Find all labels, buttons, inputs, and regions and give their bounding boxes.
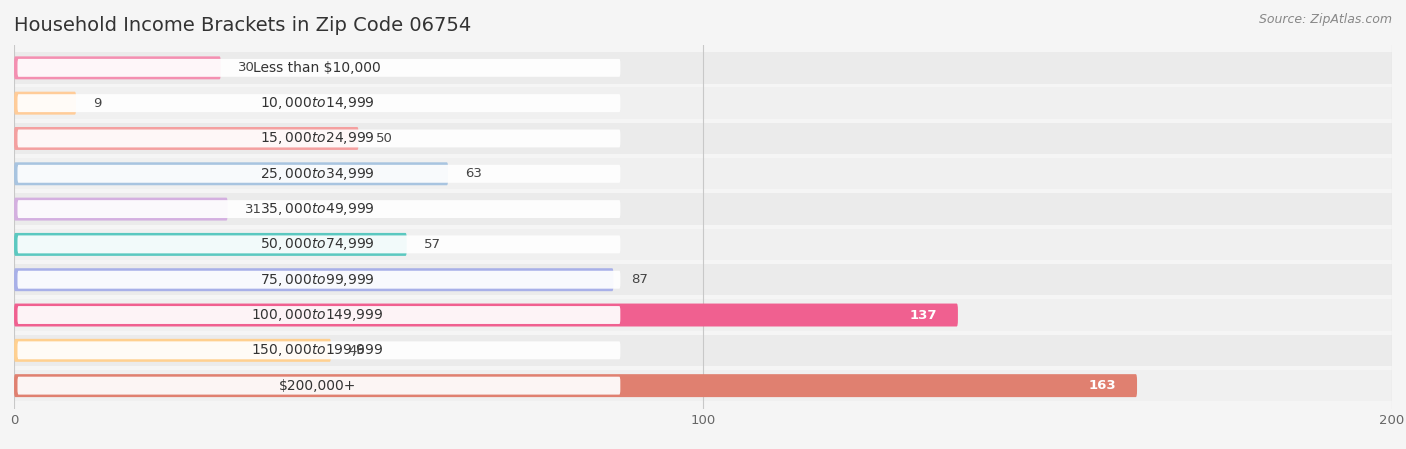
FancyBboxPatch shape bbox=[14, 123, 1392, 154]
Text: 30: 30 bbox=[238, 62, 254, 75]
FancyBboxPatch shape bbox=[14, 264, 1392, 295]
Text: Household Income Brackets in Zip Code 06754: Household Income Brackets in Zip Code 06… bbox=[14, 16, 471, 35]
Text: $75,000 to $99,999: $75,000 to $99,999 bbox=[260, 272, 374, 288]
FancyBboxPatch shape bbox=[17, 377, 620, 395]
FancyBboxPatch shape bbox=[17, 165, 620, 183]
Text: 31: 31 bbox=[245, 202, 262, 216]
FancyBboxPatch shape bbox=[14, 57, 221, 79]
Text: $15,000 to $24,999: $15,000 to $24,999 bbox=[260, 131, 374, 146]
FancyBboxPatch shape bbox=[17, 129, 620, 147]
FancyBboxPatch shape bbox=[14, 268, 613, 291]
FancyBboxPatch shape bbox=[14, 127, 359, 150]
FancyBboxPatch shape bbox=[14, 162, 449, 185]
FancyBboxPatch shape bbox=[14, 88, 1392, 119]
FancyBboxPatch shape bbox=[17, 341, 620, 359]
Text: 137: 137 bbox=[910, 308, 938, 321]
Text: 9: 9 bbox=[93, 97, 101, 110]
FancyBboxPatch shape bbox=[14, 229, 1392, 260]
Text: 50: 50 bbox=[375, 132, 392, 145]
Text: $200,000+: $200,000+ bbox=[278, 379, 356, 392]
FancyBboxPatch shape bbox=[17, 306, 620, 324]
FancyBboxPatch shape bbox=[17, 235, 620, 253]
FancyBboxPatch shape bbox=[17, 59, 620, 77]
Text: 63: 63 bbox=[465, 167, 482, 180]
Text: Less than $10,000: Less than $10,000 bbox=[253, 61, 381, 75]
Text: 57: 57 bbox=[425, 238, 441, 251]
FancyBboxPatch shape bbox=[14, 339, 330, 362]
Text: $150,000 to $199,999: $150,000 to $199,999 bbox=[252, 342, 384, 358]
Text: 87: 87 bbox=[631, 273, 648, 286]
Text: $50,000 to $74,999: $50,000 to $74,999 bbox=[260, 237, 374, 252]
FancyBboxPatch shape bbox=[14, 233, 406, 256]
FancyBboxPatch shape bbox=[14, 374, 1137, 397]
Text: Source: ZipAtlas.com: Source: ZipAtlas.com bbox=[1258, 13, 1392, 26]
FancyBboxPatch shape bbox=[17, 271, 620, 289]
Text: $10,000 to $14,999: $10,000 to $14,999 bbox=[260, 95, 374, 111]
FancyBboxPatch shape bbox=[14, 335, 1392, 366]
Text: 163: 163 bbox=[1088, 379, 1116, 392]
Text: $25,000 to $34,999: $25,000 to $34,999 bbox=[260, 166, 374, 182]
Text: $100,000 to $149,999: $100,000 to $149,999 bbox=[252, 307, 384, 323]
FancyBboxPatch shape bbox=[14, 304, 957, 326]
FancyBboxPatch shape bbox=[14, 370, 1392, 401]
FancyBboxPatch shape bbox=[14, 194, 1392, 225]
FancyBboxPatch shape bbox=[14, 92, 76, 114]
FancyBboxPatch shape bbox=[14, 299, 1392, 331]
FancyBboxPatch shape bbox=[14, 158, 1392, 189]
FancyBboxPatch shape bbox=[17, 200, 620, 218]
FancyBboxPatch shape bbox=[14, 52, 1392, 84]
FancyBboxPatch shape bbox=[14, 198, 228, 220]
Text: $35,000 to $49,999: $35,000 to $49,999 bbox=[260, 201, 374, 217]
Text: 46: 46 bbox=[349, 344, 366, 357]
FancyBboxPatch shape bbox=[17, 94, 620, 112]
